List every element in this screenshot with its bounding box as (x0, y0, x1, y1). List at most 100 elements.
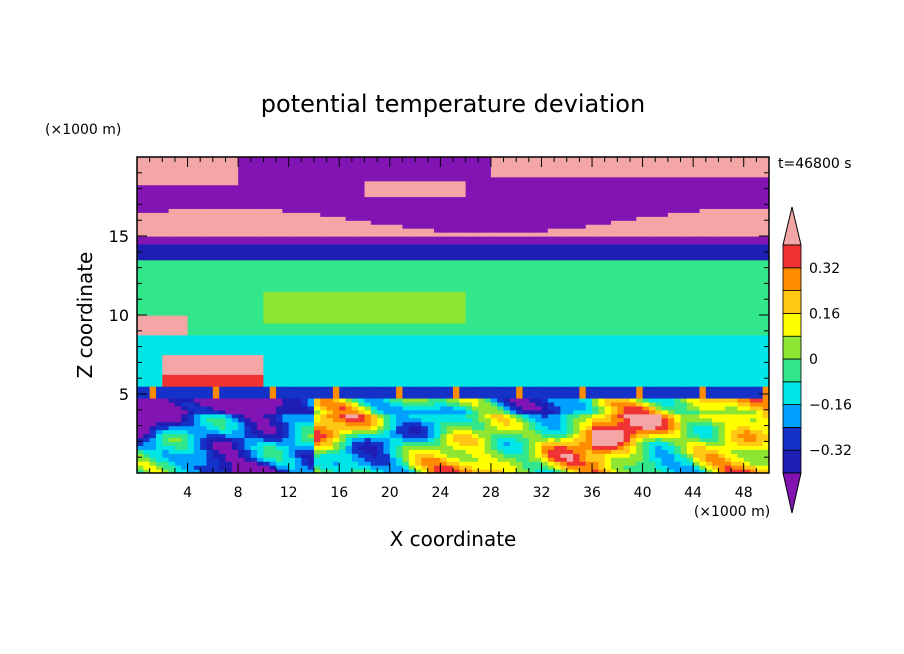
field-cell (750, 370, 757, 375)
field-cell (269, 299, 277, 304)
field-cell (301, 453, 309, 458)
field-cell (516, 445, 524, 450)
field-cell (611, 283, 618, 288)
field-cell (345, 382, 353, 387)
field-cell (288, 322, 296, 328)
field-cell (686, 330, 694, 336)
field-cell (579, 283, 587, 288)
field-cell (206, 433, 214, 439)
field-cell (276, 291, 283, 296)
field-cell (187, 370, 195, 375)
field-cell (636, 413, 644, 419)
field-cell (547, 421, 555, 427)
field-cell (465, 390, 473, 395)
field-cell (143, 425, 151, 431)
field-cell (560, 275, 568, 281)
field-cell (459, 413, 467, 419)
field-cell (187, 378, 195, 383)
field-cell (421, 374, 429, 379)
field-cell (592, 326, 599, 332)
field-cell (339, 417, 347, 423)
field-cell (351, 441, 359, 446)
field-cell (629, 409, 637, 415)
field-cell (137, 449, 144, 454)
field-cell (718, 346, 726, 352)
field-cell (358, 350, 366, 356)
field-cell (288, 275, 296, 281)
field-cell (326, 465, 334, 470)
field-cell (750, 283, 757, 288)
field-cell (598, 354, 606, 360)
field-cell (238, 461, 246, 466)
field-cell (592, 299, 599, 304)
field-cell (585, 386, 593, 391)
field-cell (244, 275, 252, 281)
field-cell (332, 374, 340, 379)
field-cell (137, 350, 144, 356)
field-cell (339, 275, 347, 281)
field-cell (396, 390, 404, 395)
field-cell (257, 417, 264, 423)
field-cell (459, 433, 467, 439)
field-cell (573, 437, 580, 442)
field-cell (699, 374, 707, 379)
field-cell (389, 303, 397, 308)
field-cell (174, 303, 182, 308)
field-cell (263, 318, 271, 324)
field-cell (686, 401, 694, 407)
field-cell (250, 342, 258, 348)
field-cell (396, 425, 404, 431)
field-cell (238, 469, 246, 473)
field-cell (187, 275, 195, 281)
field-cell (579, 326, 587, 332)
field-cell (377, 318, 385, 324)
field-cell (193, 295, 201, 300)
field-cell (655, 469, 663, 473)
field-cell (535, 354, 543, 360)
field-cell (162, 334, 170, 340)
field-cell (332, 421, 340, 427)
field-cell (307, 382, 315, 387)
field-cell (434, 350, 441, 356)
field-cell (339, 366, 347, 371)
field-cell (617, 366, 625, 371)
field-cell (516, 318, 524, 324)
field-cell (522, 287, 530, 292)
field-cell (339, 405, 347, 411)
field-cell (408, 283, 416, 288)
field-cell (484, 453, 492, 458)
field-cell (509, 457, 517, 462)
field-cell (238, 374, 246, 379)
field-cell (137, 465, 144, 470)
field-cell (370, 469, 378, 473)
field-cell (560, 378, 568, 383)
field-cell (174, 378, 182, 383)
field-cell (257, 374, 264, 379)
field-cell (174, 461, 182, 466)
field-cell (541, 338, 549, 344)
field-cell (680, 374, 688, 379)
field-cell (750, 326, 757, 332)
field-cell (364, 433, 372, 439)
field-cell (238, 350, 246, 356)
field-cell (295, 453, 302, 458)
field-cell (648, 334, 656, 340)
field-cell (339, 409, 347, 415)
field-cell (756, 315, 764, 320)
field-cell (307, 303, 315, 308)
field-cell (364, 354, 372, 360)
field-cell (307, 445, 315, 450)
field-cell (155, 457, 163, 462)
field-cell (446, 437, 454, 442)
field-cell (705, 390, 713, 395)
field-cell (459, 287, 467, 292)
field-cell (465, 374, 473, 379)
field-cell (560, 441, 568, 446)
field-cell (705, 287, 713, 292)
field-cell (490, 469, 498, 473)
field-cell (408, 334, 416, 340)
field-cell (313, 457, 321, 462)
field-cell (535, 425, 543, 431)
field-cell (585, 469, 593, 473)
field-cell (718, 465, 726, 470)
